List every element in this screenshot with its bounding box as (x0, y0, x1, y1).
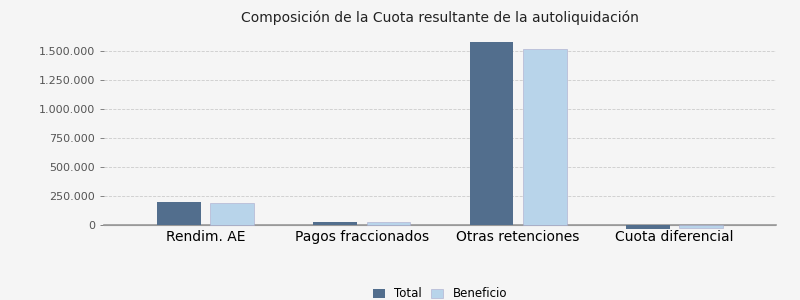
Bar (679, 225, 723, 228)
Bar (523, 49, 566, 225)
Bar (210, 203, 254, 225)
Bar (626, 225, 670, 229)
Bar (366, 222, 410, 225)
Title: Composición de la Cuota resultante de la autoliquidación: Composición de la Cuota resultante de la… (241, 10, 639, 25)
Legend: Total, Beneficio: Total, Beneficio (370, 285, 510, 300)
Bar (157, 202, 201, 225)
Bar (314, 222, 357, 225)
Bar (470, 42, 514, 225)
